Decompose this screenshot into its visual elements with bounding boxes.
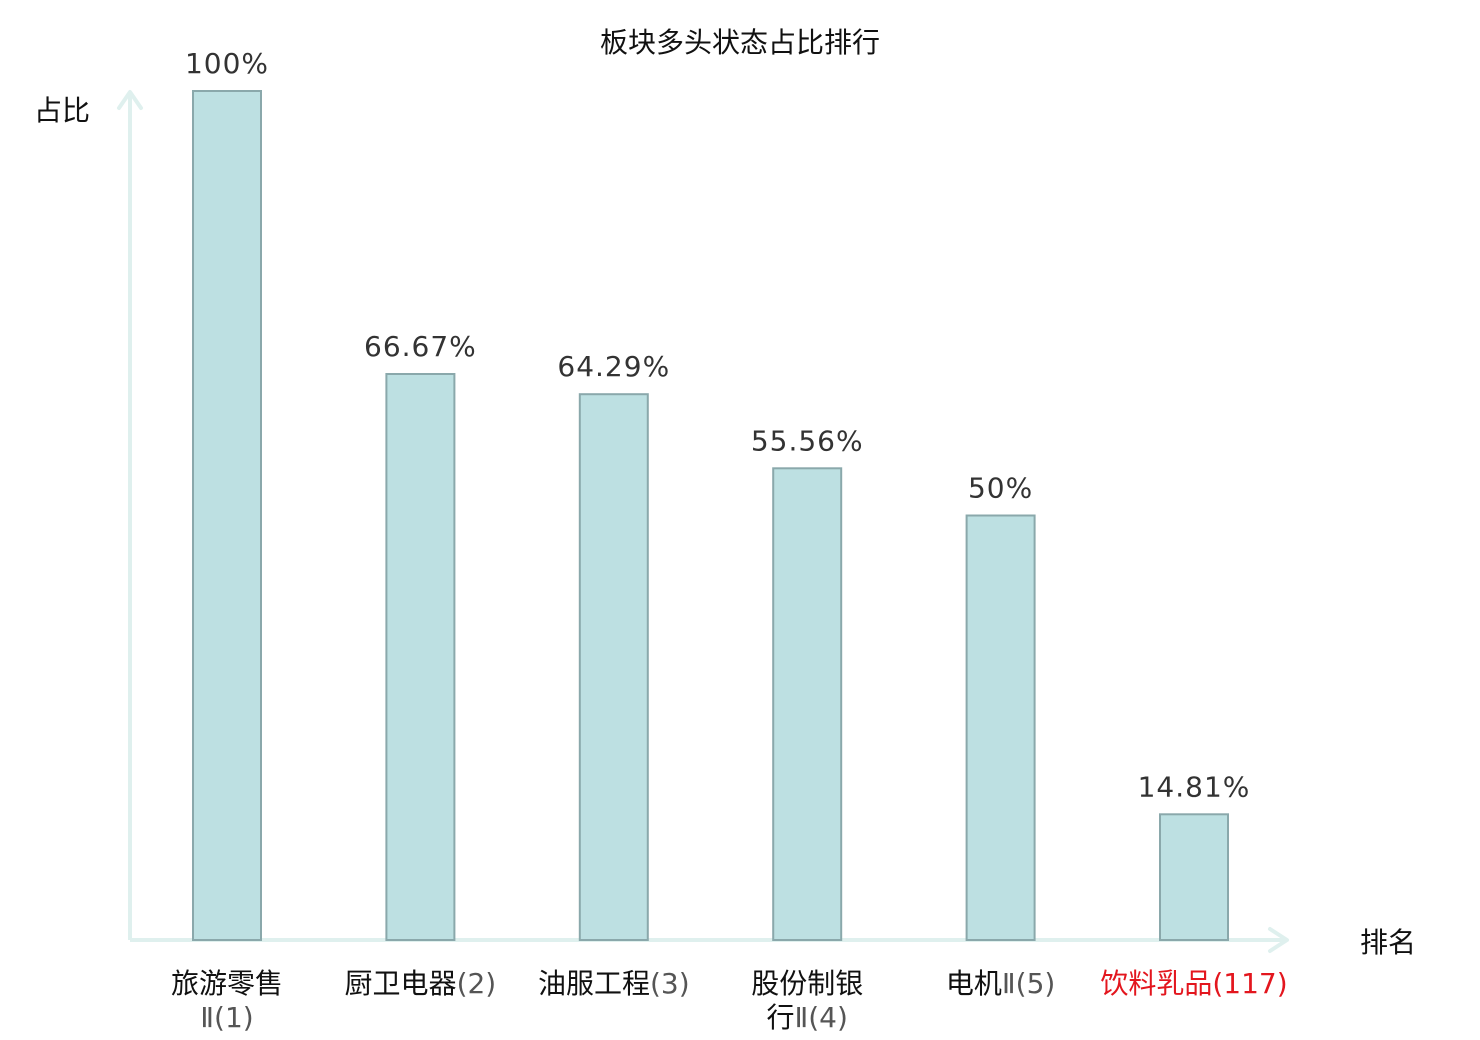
category-name: 油服工程 bbox=[538, 967, 650, 1000]
x-tick-label: 行Ⅱ(4) bbox=[766, 1001, 847, 1034]
data-label: 14.81% bbox=[1138, 770, 1251, 803]
rank-text: (3) bbox=[650, 967, 690, 1000]
bar bbox=[192, 90, 262, 941]
rank-text: Ⅱ(1) bbox=[200, 1001, 253, 1034]
chart-title: 板块多头状态占比排行 bbox=[600, 26, 880, 59]
data-label: 55.56% bbox=[751, 424, 864, 457]
category-name: 股份制银 bbox=[751, 967, 863, 1000]
y-axis-label: 占比 bbox=[34, 94, 90, 127]
data-label: 64.29% bbox=[557, 350, 670, 383]
bars-group bbox=[192, 90, 1229, 941]
category-name: 行 bbox=[766, 1001, 794, 1034]
data-label: 100% bbox=[185, 47, 269, 80]
x-tick-label: 电机Ⅱ(5) bbox=[946, 967, 1055, 1000]
bar bbox=[965, 514, 1036, 941]
bar bbox=[772, 467, 843, 941]
x-tick-label: 油服工程(3) bbox=[538, 967, 690, 1000]
rank-text: (117) bbox=[1212, 967, 1287, 1000]
x-tick-label: Ⅱ(1) bbox=[200, 1001, 253, 1034]
data-label: 50% bbox=[968, 472, 1033, 505]
category-name: 旅游零售 bbox=[171, 967, 283, 1000]
category-name: 电机 bbox=[946, 967, 1002, 1000]
x-tick-label: 股份制银 bbox=[751, 967, 863, 1000]
bar bbox=[578, 393, 649, 941]
x-tick-label: 厨卫电器(2) bbox=[345, 967, 497, 1000]
y-axis-arrow bbox=[117, 90, 143, 110]
value-labels-group: 100% 66.67% 64.29% 55.56% 50% 14.81% bbox=[185, 47, 1251, 803]
x-tick-label: 旅游零售 bbox=[171, 967, 283, 1000]
category-name: 饮料乳品 bbox=[1100, 967, 1212, 1000]
category-name: 厨卫电器 bbox=[345, 967, 457, 1000]
rank-text: Ⅱ(4) bbox=[794, 1001, 847, 1034]
rank-text: Ⅱ(5) bbox=[1002, 967, 1055, 1000]
bar bbox=[385, 373, 456, 941]
bar bbox=[1159, 813, 1229, 941]
x-axis-arrow bbox=[1268, 927, 1289, 953]
data-label: 66.67% bbox=[364, 330, 477, 363]
x-tick-label: 饮料乳品(117) bbox=[1100, 967, 1287, 1000]
x-axis-label: 排名 bbox=[1360, 926, 1416, 959]
axes bbox=[117, 90, 1289, 953]
rank-text: (2) bbox=[457, 967, 497, 1000]
